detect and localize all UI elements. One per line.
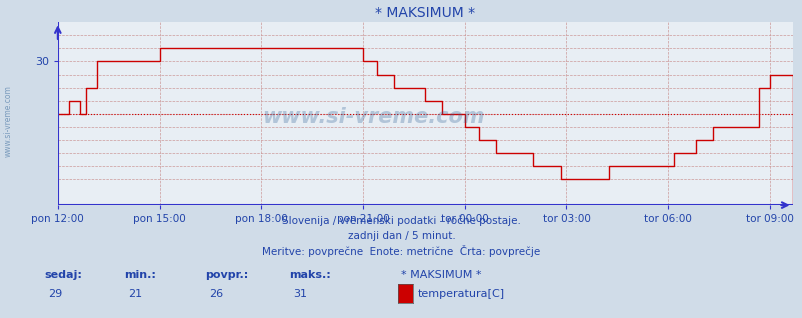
Text: 26: 26 — [209, 289, 223, 299]
Text: zadnji dan / 5 minut.: zadnji dan / 5 minut. — [347, 231, 455, 241]
Text: 31: 31 — [293, 289, 306, 299]
Text: www.si-vreme.com: www.si-vreme.com — [262, 107, 484, 127]
Text: temperatura[C]: temperatura[C] — [417, 289, 504, 299]
Title: * MAKSIMUM *: * MAKSIMUM * — [375, 6, 475, 20]
Text: Meritve: povprečne  Enote: metrične  Črta: povprečje: Meritve: povprečne Enote: metrične Črta:… — [262, 245, 540, 257]
Text: Slovenija / vremenski podatki - ročne postaje.: Slovenija / vremenski podatki - ročne po… — [282, 216, 520, 226]
Text: www.si-vreme.com: www.si-vreme.com — [3, 85, 13, 157]
Text: 29: 29 — [48, 289, 63, 299]
Text: povpr.:: povpr.: — [205, 270, 248, 280]
Text: * MAKSIMUM *: * MAKSIMUM * — [401, 270, 481, 280]
Text: min.:: min.: — [124, 270, 156, 280]
Text: 21: 21 — [128, 289, 143, 299]
Text: sedaj:: sedaj: — [44, 270, 82, 280]
Text: maks.:: maks.: — [289, 270, 330, 280]
